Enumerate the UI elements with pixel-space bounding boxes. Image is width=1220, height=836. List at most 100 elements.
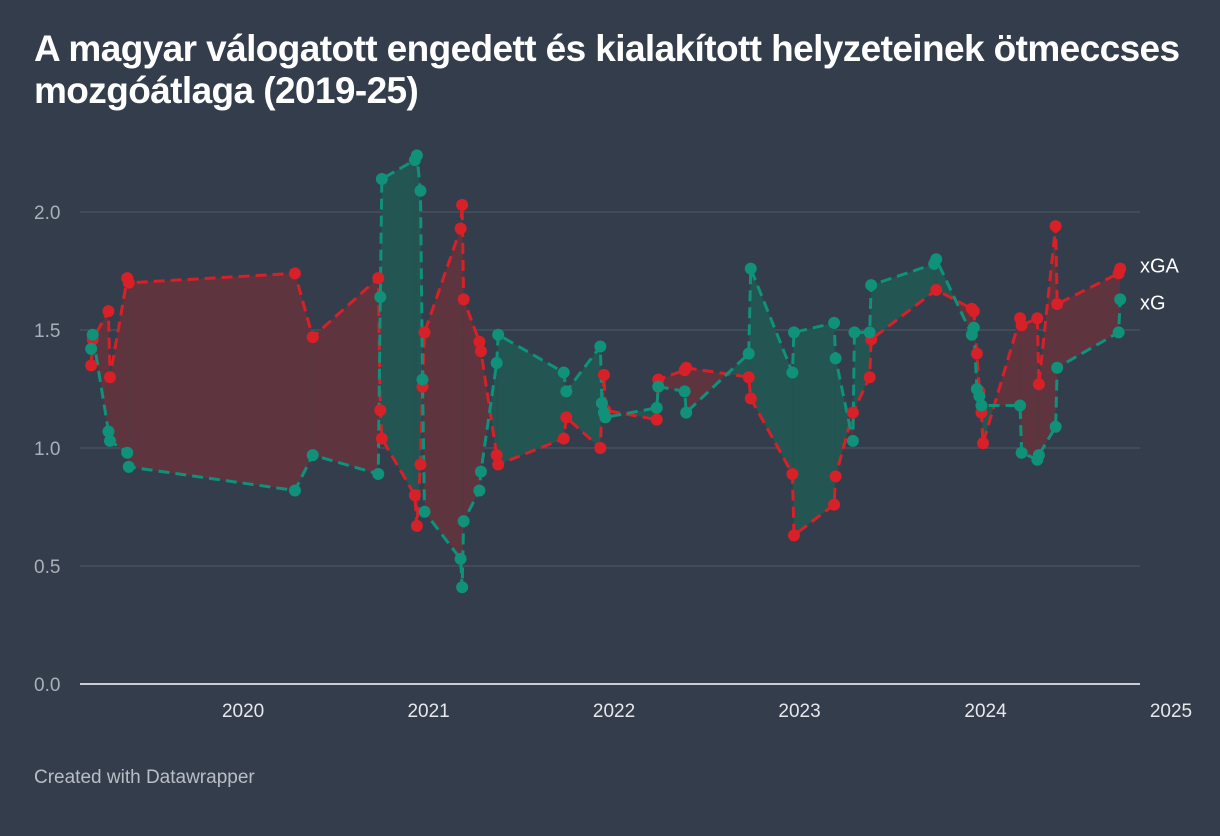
data-point-xga	[408, 489, 421, 502]
area-segment	[750, 268, 793, 474]
area-segment	[480, 351, 490, 472]
data-point-xga	[474, 345, 487, 358]
x-tick-label: 2023	[778, 701, 820, 722]
data-point-xga	[456, 198, 469, 211]
area-segment	[854, 332, 870, 410]
data-point-xga	[650, 413, 663, 426]
data-point-xga	[863, 371, 876, 384]
series-lines	[89, 153, 1122, 589]
credit-footer: Created with Datawrapper	[34, 767, 255, 788]
x-tick-label: 2020	[222, 701, 264, 722]
area-segment	[463, 299, 480, 522]
data-point-xg	[599, 411, 612, 424]
data-point-xg	[375, 172, 388, 185]
data-point-xg	[557, 366, 570, 379]
data-point-xga	[786, 467, 799, 480]
series-points	[85, 149, 1127, 594]
data-point-xg	[1114, 293, 1127, 306]
data-point-xg	[121, 446, 134, 459]
area-segment	[128, 273, 295, 491]
area-segment	[792, 332, 794, 536]
data-point-xga	[597, 368, 610, 381]
data-point-xga	[454, 222, 467, 235]
data-point-xg	[122, 460, 135, 473]
data-point-xg	[1032, 449, 1045, 462]
data-point-xg	[1051, 361, 1064, 374]
data-point-xga	[103, 371, 116, 384]
y-tick-label: 0.5	[34, 557, 60, 578]
data-point-xg	[102, 425, 115, 438]
data-point-xga	[594, 442, 607, 454]
legend-label-xga: xGA	[1140, 256, 1180, 278]
area-segment	[834, 322, 836, 505]
data-point-xga	[457, 293, 470, 306]
data-point-xg	[975, 399, 988, 412]
data-point-xg	[86, 328, 99, 341]
area-segment	[127, 278, 129, 467]
y-tick-label: 1.5	[34, 321, 60, 342]
data-point-xg	[863, 326, 876, 339]
data-point-xga	[473, 335, 486, 348]
area-segment	[489, 363, 497, 456]
data-point-xg	[846, 434, 859, 447]
data-point-xg	[410, 149, 423, 162]
data-point-xg	[787, 326, 800, 339]
area-segment	[1021, 318, 1038, 460]
data-point-xga	[85, 359, 98, 372]
data-point-xga	[557, 432, 570, 445]
data-point-xg	[473, 484, 486, 497]
area-segment	[1057, 273, 1119, 368]
data-point-xg	[742, 347, 755, 360]
data-point-xga	[1049, 220, 1062, 233]
data-point-xga	[374, 404, 387, 417]
data-point-xg	[848, 326, 861, 339]
legend: xGA xG	[1140, 256, 1180, 315]
x-tick-label: 2025	[1150, 701, 1192, 722]
data-point-xga	[375, 432, 388, 445]
area-segment	[294, 273, 313, 491]
difference-areas	[91, 155, 1121, 588]
area-segment	[416, 155, 421, 526]
data-point-xga	[1031, 312, 1044, 325]
data-point-xg	[492, 328, 505, 341]
data-point-xg	[85, 342, 98, 355]
data-point-xga	[828, 498, 841, 511]
data-point-xg	[418, 505, 431, 518]
y-tick-label: 0.0	[34, 675, 60, 696]
data-point-xg	[650, 401, 663, 414]
data-point-xga	[1032, 378, 1045, 391]
data-point-xg	[103, 434, 116, 447]
area-segment	[414, 155, 417, 526]
axes: 0.0 0.5 1.0 1.5 2.0 2020 2021 2022 2023 2024 2025	[34, 203, 1192, 722]
data-point-xga	[288, 267, 301, 280]
data-point-xga	[1051, 298, 1064, 311]
data-point-xga	[1114, 262, 1127, 275]
area-segment	[658, 370, 685, 392]
data-point-xg	[288, 484, 301, 497]
data-point-xg	[1049, 420, 1062, 433]
area-segment	[1020, 318, 1022, 453]
data-point-xga	[930, 283, 943, 296]
data-point-xga	[490, 449, 503, 462]
data-point-xga	[122, 276, 135, 289]
data-point-xg	[372, 467, 385, 480]
data-point-xg	[560, 385, 573, 398]
data-point-xg	[1014, 399, 1027, 412]
data-point-xga	[787, 529, 800, 542]
data-point-xg	[594, 340, 607, 353]
area-segment	[566, 346, 601, 448]
data-point-xga	[306, 331, 319, 344]
data-point-xga	[680, 361, 693, 374]
data-point-xga	[418, 326, 431, 339]
series-line-xg	[89, 153, 1122, 589]
data-point-xga	[1015, 319, 1028, 332]
data-point-xg	[595, 397, 608, 410]
x-tick-label: 2021	[407, 701, 449, 722]
data-point-xg	[786, 366, 799, 379]
data-point-xga	[967, 305, 980, 318]
data-point-xga	[829, 470, 842, 483]
data-point-xg	[474, 465, 487, 478]
area-segment	[479, 341, 481, 491]
data-point-xg	[829, 352, 842, 365]
